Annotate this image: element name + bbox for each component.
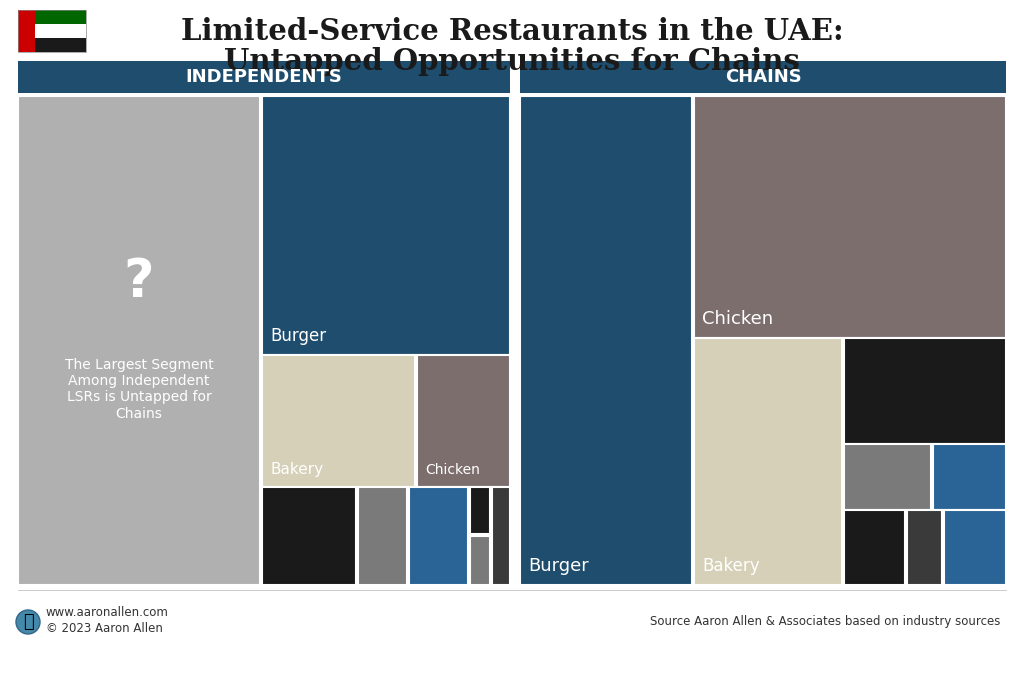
Bar (694, 338, 842, 585)
Bar (470, 536, 490, 585)
Text: 🌐: 🌐 (23, 613, 34, 631)
Text: Burger: Burger (270, 327, 326, 345)
Text: Burger: Burger (528, 557, 589, 575)
Bar (262, 355, 415, 487)
Bar (907, 510, 942, 585)
Bar (18, 10, 86, 52)
Text: Bakery: Bakery (702, 557, 760, 575)
Bar (470, 487, 490, 534)
Text: www.aaronallen.com: www.aaronallen.com (46, 607, 169, 619)
Text: Limited-Service Restaurants in the UAE:: Limited-Service Restaurants in the UAE: (180, 18, 844, 46)
Circle shape (16, 610, 40, 634)
Bar (844, 444, 931, 510)
Bar (694, 96, 1006, 338)
Bar (844, 338, 1006, 444)
Bar (18, 96, 260, 585)
Text: Chicken: Chicken (425, 463, 480, 477)
Text: Bakery: Bakery (270, 462, 324, 477)
Bar (409, 487, 468, 585)
Bar (35, 10, 86, 24)
Bar (35, 24, 86, 38)
Bar (492, 487, 510, 585)
Text: INDEPENDENTS: INDEPENDENTS (185, 68, 342, 86)
Text: Untapped Opportunities for Chains: Untapped Opportunities for Chains (224, 48, 800, 77)
Bar (358, 487, 407, 585)
Bar (417, 355, 510, 487)
Text: CHAINS: CHAINS (725, 68, 802, 86)
Bar (18, 61, 510, 93)
Bar (520, 96, 692, 585)
Bar (844, 510, 905, 585)
Bar (18, 10, 35, 52)
Bar (35, 38, 86, 52)
Text: © 2023 Aaron Allen: © 2023 Aaron Allen (46, 622, 163, 634)
Bar (933, 444, 1006, 510)
Bar (262, 96, 510, 355)
Bar (520, 61, 1006, 93)
Text: ?: ? (124, 256, 155, 308)
Text: Chicken: Chicken (702, 310, 773, 328)
Bar (944, 510, 1006, 585)
Text: The Largest Segment
Among Independent
LSRs is Untapped for
Chains: The Largest Segment Among Independent LS… (65, 358, 213, 421)
Bar (262, 487, 356, 585)
Text: Source Aaron Allen & Associates based on industry sources: Source Aaron Allen & Associates based on… (649, 615, 1000, 628)
